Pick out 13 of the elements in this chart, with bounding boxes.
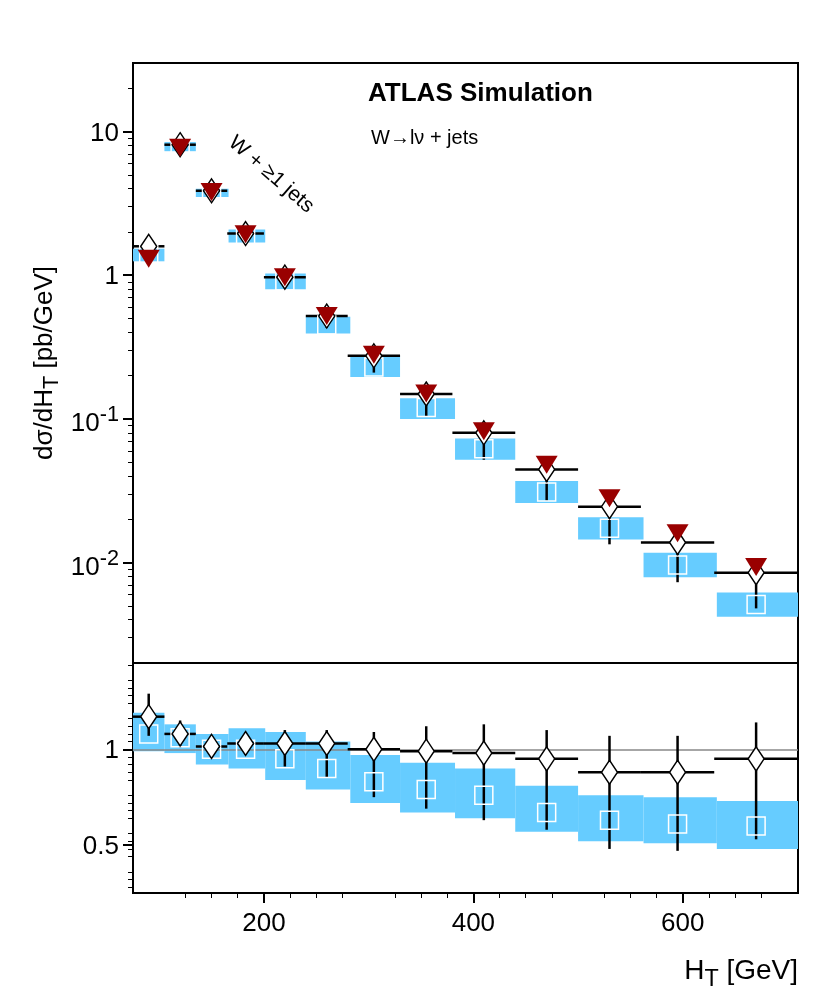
x-axis-title: H$_{T}$ [GeV] — [684, 954, 798, 992]
y-tick-label: 1 — [104, 259, 119, 290]
y-tick-label: 0.5 — [82, 829, 119, 860]
y-tick-label: 10 — [90, 116, 119, 147]
y-tick-label: 1 — [104, 733, 119, 764]
annotation: W→lν + jets — [371, 126, 479, 148]
x-tick-label: 400 — [451, 907, 496, 937]
x-tick-label: 200 — [242, 907, 286, 937]
x-tick-label: 600 — [661, 907, 705, 937]
annotation: W + ≥1 jets — [224, 130, 320, 217]
y-tick-label: 10$^{-1}$ — [70, 400, 119, 437]
y-tick-label: 10$^{-2}$ — [70, 544, 119, 581]
annotation: ATLAS Simulation — [368, 77, 593, 107]
